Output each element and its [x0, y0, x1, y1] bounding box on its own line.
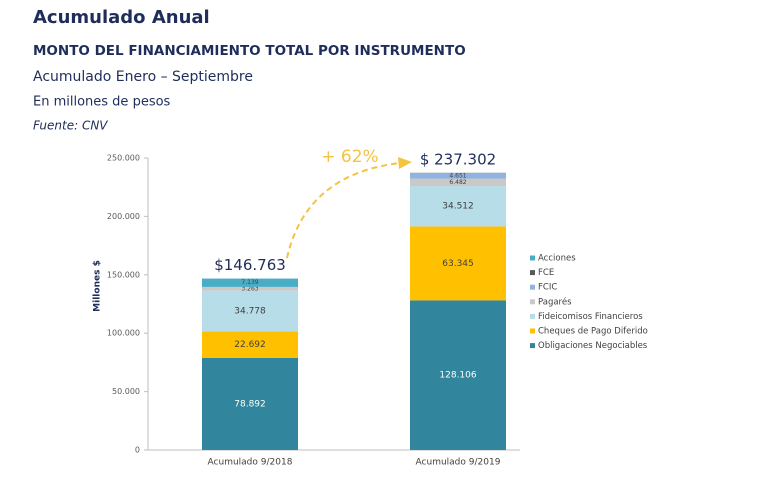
legend-swatch: [530, 299, 535, 304]
title: Acumulado Anual: [33, 7, 210, 28]
x-tick-label: Acumulado 9/2018: [208, 458, 293, 468]
legend-swatch: [530, 256, 535, 261]
value-label: 128.106: [439, 371, 476, 381]
y-tick-label: 250.000: [107, 154, 140, 163]
total-label: $146.763: [214, 256, 286, 274]
units: En millones de pesos: [33, 95, 171, 110]
value-label: 22.692: [234, 340, 266, 350]
period: Acumulado Enero – Septiembre: [33, 69, 253, 85]
y-tick-label: 50.000: [112, 387, 140, 396]
value-label: 4.651: [449, 172, 466, 179]
legend-swatch: [530, 329, 535, 334]
y-tick-label: 0: [135, 446, 140, 455]
arrow-head: [398, 157, 412, 169]
value-label: 6.482: [449, 179, 466, 186]
subtitle: MONTO DEL FINANCIAMIENTO TOTAL POR INSTR…: [33, 43, 466, 59]
total-label: $ 237.302: [420, 150, 496, 168]
value-label: 7.139: [241, 279, 258, 286]
legend-swatch: [530, 285, 535, 290]
legend-label: FCE: [538, 268, 554, 278]
value-label: 63.345: [442, 259, 474, 269]
value-label: 34.512: [442, 202, 474, 212]
value-label: 34.778: [234, 307, 266, 317]
value-label: 78.892: [234, 399, 266, 409]
legend-label: Obligaciones Negociables: [538, 341, 648, 351]
source: Fuente: CNV: [33, 119, 108, 133]
legend-label: FCIC: [538, 283, 557, 293]
y-tick-label: 150.000: [107, 270, 140, 279]
legend-label: Acciones: [538, 254, 576, 264]
y-tick-label: 200.000: [107, 212, 140, 221]
x-tick-label: Acumulado 9/2019: [416, 458, 501, 468]
legend-swatch: [530, 270, 535, 275]
legend-swatch: [530, 343, 535, 348]
legend-label: Fideicomisos Financieros: [538, 312, 643, 322]
y-axis-label: Millones $: [93, 260, 103, 312]
legend-swatch: [530, 314, 535, 319]
legend-label: Cheques de Pago Diferido: [538, 327, 648, 337]
y-tick-label: 100.000: [107, 329, 140, 338]
growth-arrow: [287, 163, 400, 258]
legend-label: Pagarés: [538, 296, 572, 307]
growth-label: + 62%: [321, 147, 378, 167]
